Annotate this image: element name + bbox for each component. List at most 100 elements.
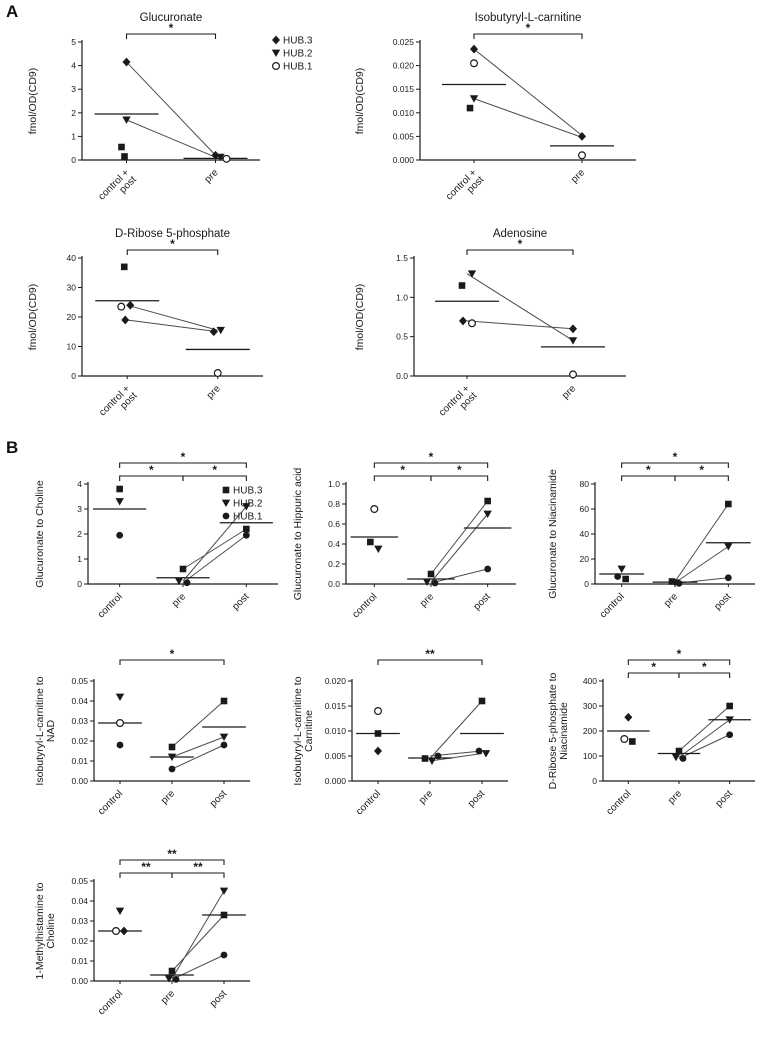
y-tick-label: 20	[580, 554, 590, 564]
y-tick-label: 0.0	[396, 371, 408, 381]
circle-marker	[675, 579, 683, 587]
circle-open-marker	[569, 370, 578, 379]
y-tick-label: 0	[71, 371, 76, 381]
x-tick-label: post	[466, 788, 487, 809]
diamond-marker	[624, 712, 633, 722]
y-tick-label: 0.010	[325, 726, 347, 736]
square-marker	[484, 497, 491, 505]
legend-panel-B: HUB.3 HUB.2 HUB.1	[221, 486, 263, 523]
connector-line	[182, 506, 247, 582]
y-tick-label: 5	[71, 37, 76, 47]
x-tick-label: pre	[159, 988, 177, 1006]
legend-panel-A: HUB.3 HUB.2 HUB.1	[271, 36, 313, 73]
x-tick-label: control	[604, 788, 633, 817]
sig-bracket	[125, 33, 217, 39]
connector-line	[429, 753, 483, 762]
y-axis-label: Carnitine	[303, 710, 315, 752]
x-tick-label: pre	[205, 383, 223, 401]
y-tick-label: 0.04	[71, 896, 88, 906]
y-axis-label: Isobutyryl-L-carnitine to	[34, 676, 46, 785]
circle-open-marker	[117, 302, 126, 311]
chart-glucuronate-to-choline: 0 1 2 3 4 control pre post Glucuronate to Cholin…	[32, 448, 290, 643]
x-tick-label: control +post	[437, 383, 479, 425]
x-tick-label: control	[350, 591, 379, 620]
sig-label: *	[673, 450, 678, 464]
panel-a-label: A	[6, 2, 19, 21]
triangle-down-marker	[422, 578, 432, 586]
sig-label: **	[141, 860, 151, 874]
square-marker	[427, 570, 435, 578]
connector-line	[127, 319, 218, 333]
sig-label: *	[429, 450, 434, 464]
axes	[602, 679, 755, 782]
sig-bracket	[182, 475, 247, 481]
square-marker	[168, 967, 176, 975]
sig-label: *	[457, 463, 462, 477]
square-marker	[168, 743, 176, 751]
connector-line	[678, 705, 730, 752]
x-tick-label: pre	[662, 591, 680, 609]
triangle-down-marker	[115, 907, 125, 915]
y-tick-label: 200	[583, 726, 597, 736]
triangle-down-marker	[467, 270, 477, 278]
square-marker	[222, 486, 230, 494]
y-tick-label: 40	[580, 529, 590, 539]
sig-bracket	[373, 462, 489, 468]
chart-d-ribose-5-phosphate-to-niacinamide: 0 100 200 300 400 control pre post D-Ribose 5-ph…	[545, 645, 767, 840]
x-tick-label: control	[96, 988, 125, 1017]
legend-item-label: HUB.2	[283, 49, 313, 60]
y-axis-label: D-Ribose 5-phosphate to	[547, 672, 559, 789]
diamond-marker	[470, 44, 478, 54]
y-tick-label: 0.010	[393, 108, 415, 118]
connector-line	[429, 700, 483, 759]
triangle-down-marker	[481, 750, 491, 758]
x-tick-label: post	[714, 788, 735, 809]
y-tick-label: 0.4	[328, 539, 340, 549]
chart-title: Adenosine	[493, 228, 547, 240]
x-tick-label: pre	[560, 383, 578, 401]
sig-label: *	[651, 660, 656, 674]
y-tick-label: 3	[71, 84, 76, 94]
sig-bracket	[171, 872, 225, 878]
y-tick-label: 2	[77, 529, 82, 539]
triangle-down-marker	[469, 95, 479, 103]
chart-title: Isobutyryl-L-carnitine	[475, 12, 582, 24]
sig-bracket	[678, 672, 731, 678]
triangle-down-marker	[724, 543, 733, 551]
connector-line	[171, 744, 225, 770]
y-axis-label: fmol/OD(CD9)	[27, 284, 39, 351]
chart-canvas: 0.0 0.5 1.0 1.5 control +post pre Adenosine fmo…	[354, 228, 626, 425]
diamond-marker	[120, 926, 128, 936]
x-tick-label: control	[96, 788, 125, 817]
x-tick-label: pre	[666, 788, 684, 806]
square-marker	[478, 697, 486, 705]
sig-bracket	[627, 659, 731, 665]
circle-open-marker	[467, 319, 476, 328]
y-tick-label: 0.00	[71, 776, 88, 786]
triangle-down-marker	[374, 545, 383, 553]
y-tick-label: 0.05	[71, 876, 88, 886]
chart-canvas: 0.0 0.2 0.4 0.6 0.8 1.0 control pre post Glucuron…	[292, 450, 516, 620]
x-tick-label: pre	[203, 167, 221, 185]
x-tick-label: control	[96, 591, 125, 620]
chart-isobutyryl-l-carnitine: 0.000 0.005 0.010 0.015 0.020 0.025 control +p…	[352, 8, 652, 227]
y-tick-label: 0	[592, 776, 597, 786]
y-tick-label: 0	[584, 579, 589, 589]
circle-open-marker	[578, 151, 587, 160]
legend-item-label: HUB.2	[233, 499, 263, 510]
x-tick-label: control +post	[444, 167, 486, 209]
triangle-down-marker	[216, 326, 225, 335]
chart-canvas: 0 10 20 30 40 control +post pre D-Ribose 5-phos…	[27, 228, 263, 418]
legend-item-label: HUB.3	[283, 36, 313, 47]
connector-line	[182, 528, 247, 570]
legend-item-label: HUB.3	[233, 486, 263, 497]
circle-marker	[168, 765, 176, 773]
triangle-down-marker	[427, 757, 437, 765]
circle-marker	[724, 574, 732, 582]
y-tick-label: 3	[77, 504, 82, 514]
circle-marker	[679, 755, 687, 762]
x-tick-label: pre	[170, 591, 188, 609]
y-tick-label: 0.00	[71, 976, 88, 986]
circle-open-marker	[620, 734, 629, 743]
sig-label: *	[169, 21, 174, 35]
